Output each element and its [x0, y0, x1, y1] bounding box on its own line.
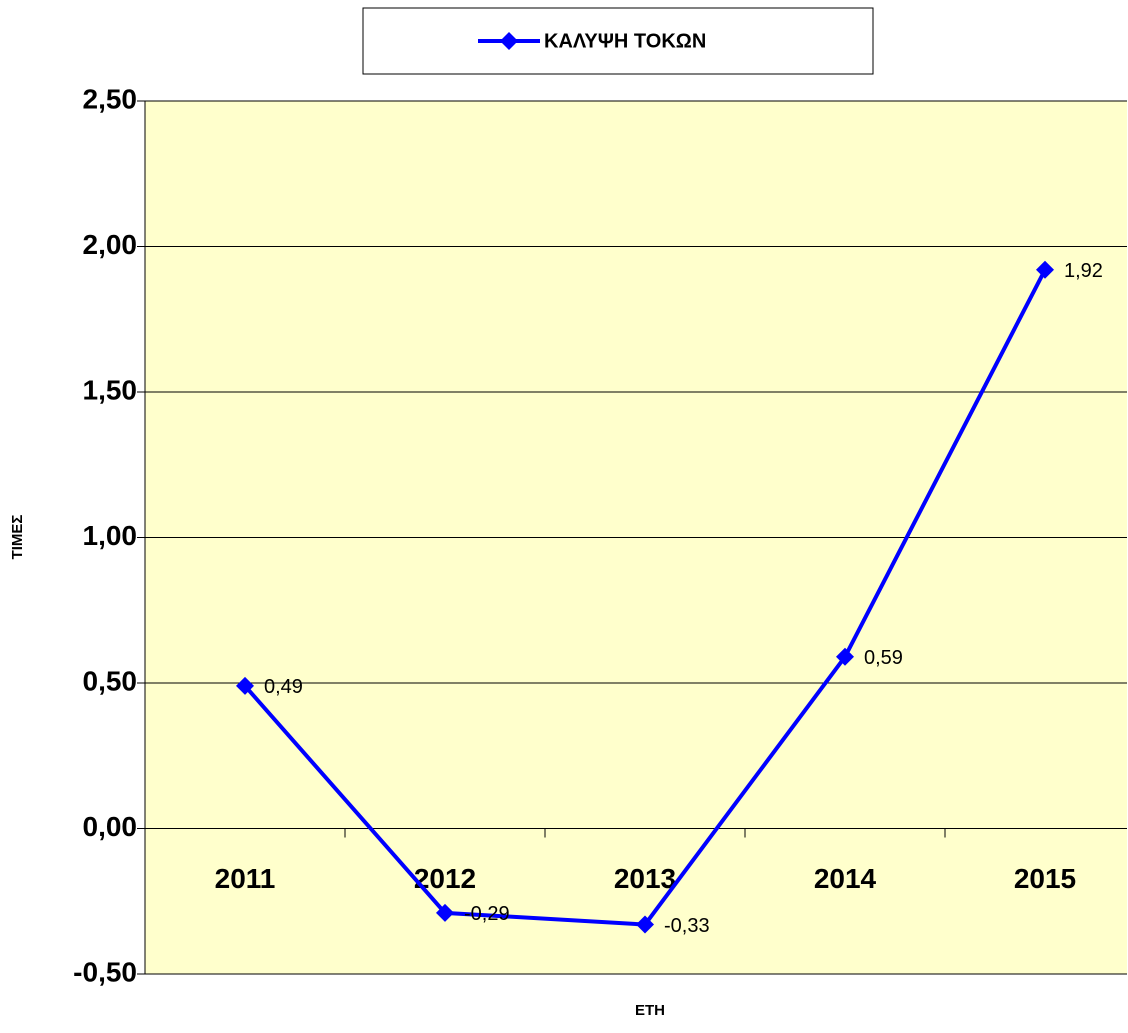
- marker: [1036, 260, 1054, 279]
- marker: [236, 676, 254, 695]
- legend-label: ΚΑΛΥΨΗ ΤΟΚΩΝ: [544, 30, 706, 52]
- legend-marker: [500, 32, 518, 50]
- marker: [836, 647, 854, 666]
- x-axis-title: ΕΤΗ: [635, 1002, 665, 1019]
- data-label: 0,49: [264, 676, 303, 698]
- x-tick-label: 2015: [1014, 863, 1076, 894]
- legend-box: [362, 7, 874, 75]
- y-tick-label: 1,00: [83, 520, 138, 551]
- data-label: 0,59: [864, 647, 903, 669]
- y-tick-label: -0,50: [73, 956, 137, 987]
- x-tick-label: 2011: [215, 863, 276, 894]
- y-tick-label: 1,50: [83, 374, 138, 405]
- marker: [636, 915, 654, 934]
- x-tick-label: 2013: [614, 863, 676, 894]
- marker: [436, 903, 454, 922]
- y-tick-label: 0,00: [83, 811, 138, 842]
- y-tick-label: 2,50: [83, 83, 138, 114]
- y-axis-title: ΤΙΜΕΣ: [9, 515, 26, 560]
- data-label: -0,33: [664, 915, 710, 937]
- data-label: -0,29: [464, 903, 510, 925]
- data-label: 1,92: [1064, 260, 1103, 282]
- y-tick-label: 2,00: [83, 229, 138, 260]
- x-tick-label: 2014: [814, 863, 877, 894]
- y-tick-label: 0,50: [83, 665, 138, 696]
